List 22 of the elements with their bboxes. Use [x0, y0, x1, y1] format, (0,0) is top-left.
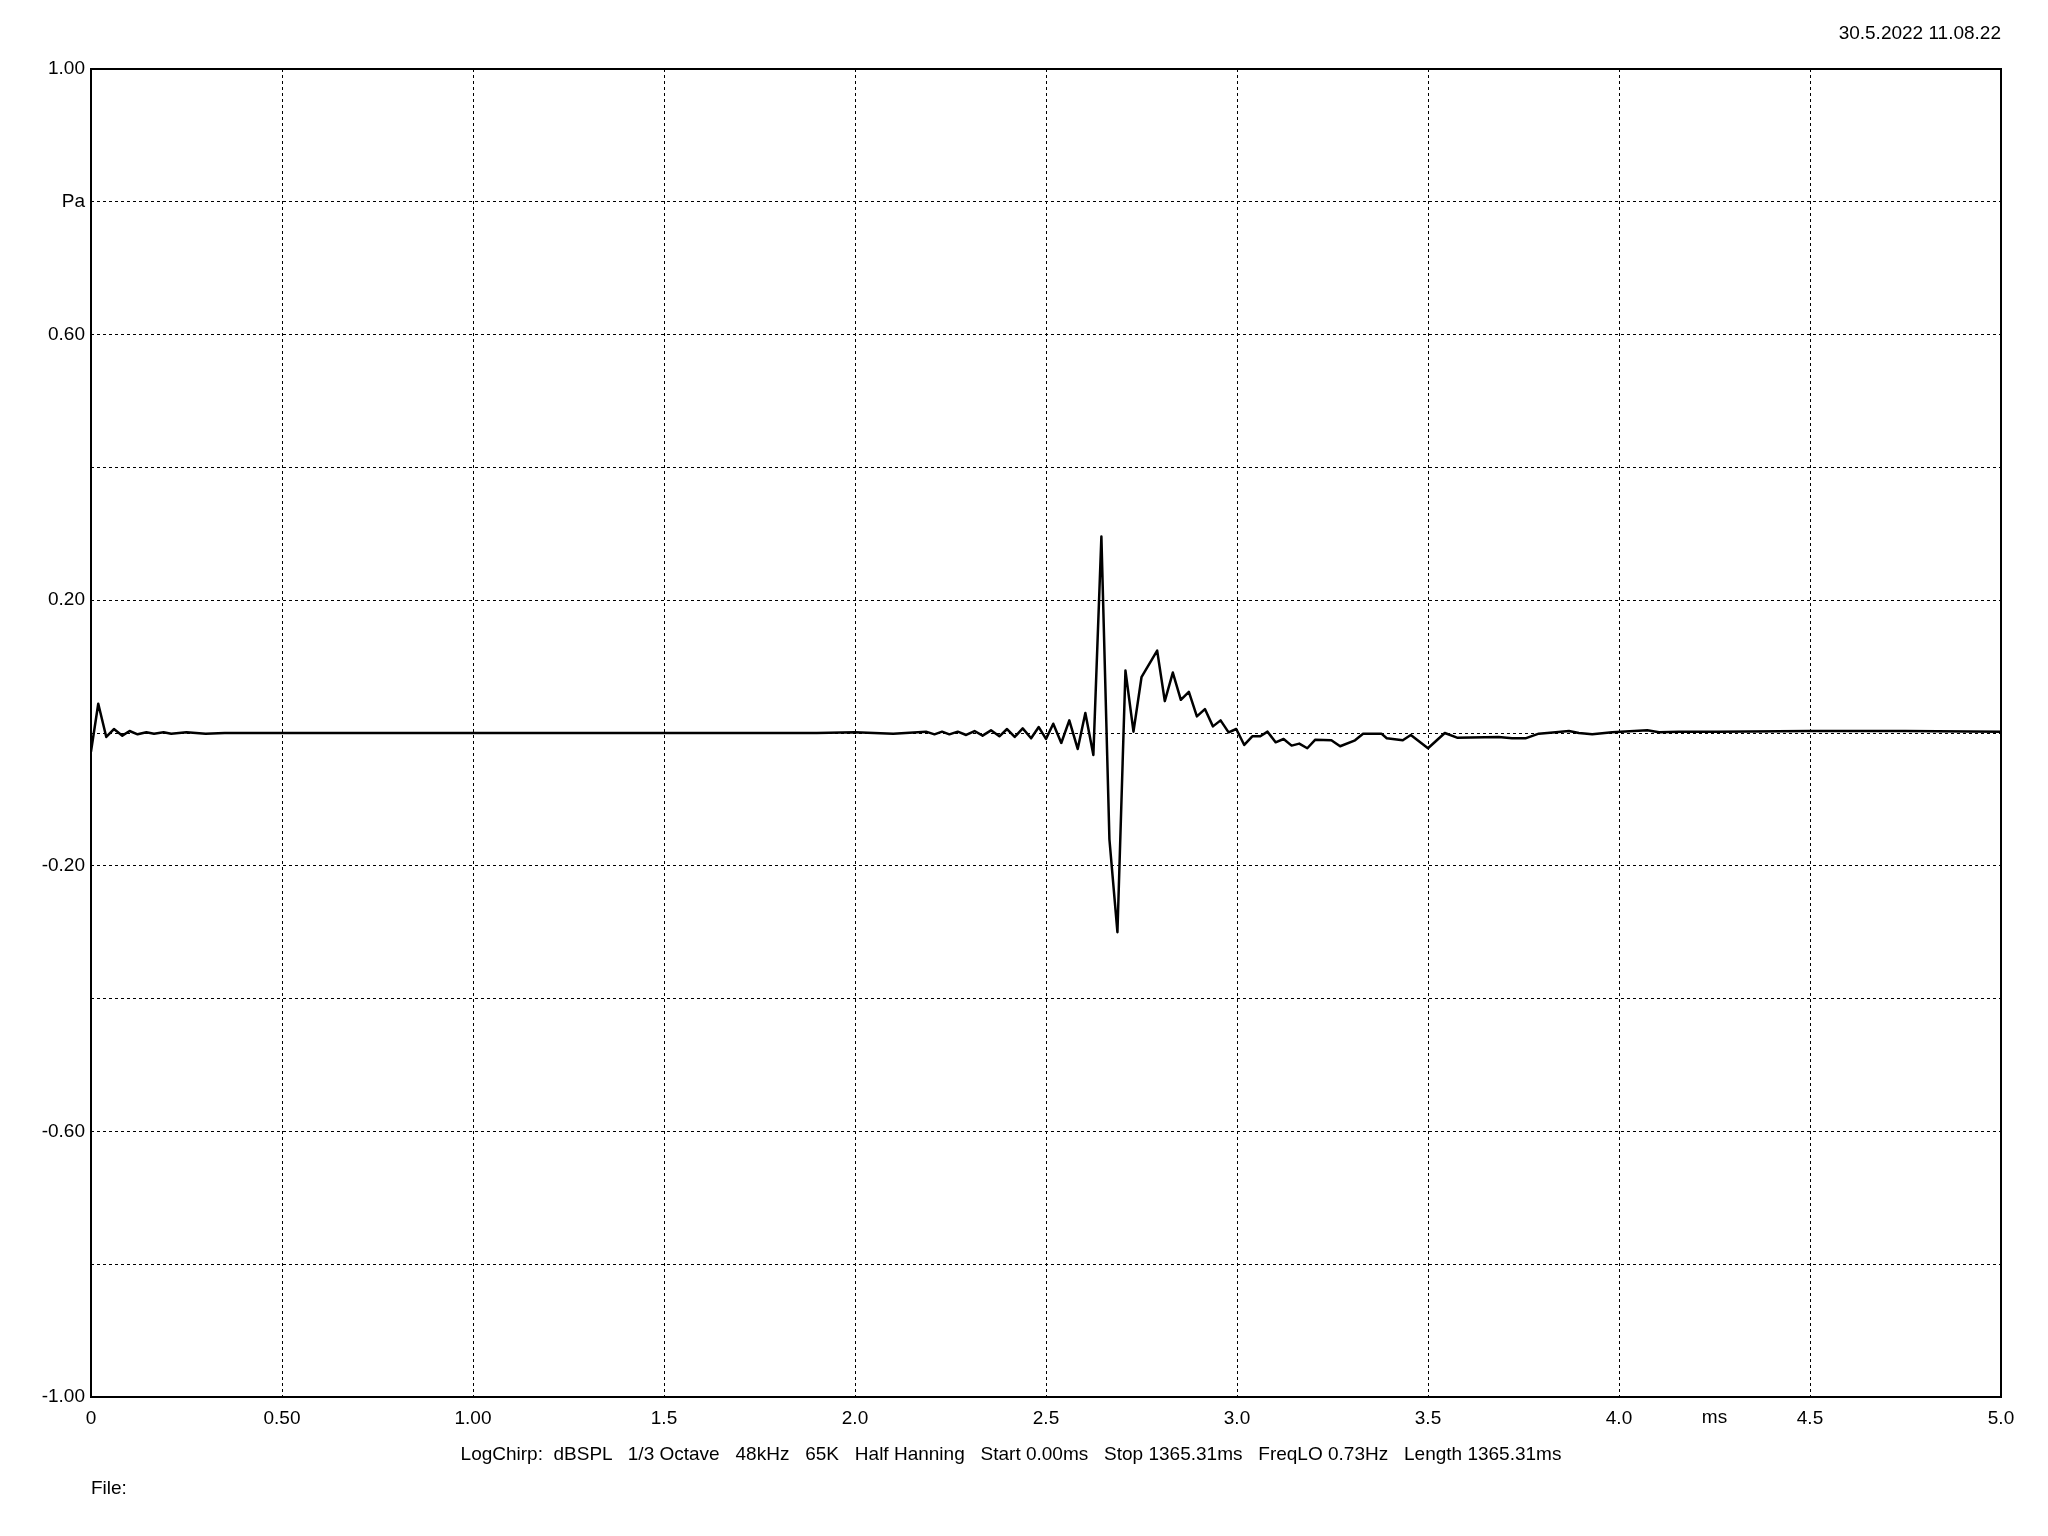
y-axis-title: Pa: [61, 190, 86, 212]
y-tick-label: 0.20: [48, 588, 85, 610]
text: File:: [91, 1477, 127, 1499]
x-tick-label: 0.50: [263, 1406, 301, 1428]
x-tick-label: 0: [85, 1406, 97, 1428]
y-tick-label: -1.00: [41, 1385, 85, 1407]
text: LogChirp: dBSPL 1/3 Octave 48kHz 65K Half Hanning Start 0.00ms Stop 1365.31ms FreqLO 0.73Hz Length 1365.31ms: [460, 1443, 1562, 1465]
x-tick-label: 2.0: [841, 1406, 869, 1428]
y-tick-label: 1.00: [48, 57, 85, 79]
x-tick-label: 4.0: [1605, 1406, 1633, 1428]
x-tick-label: 3.0: [1223, 1406, 1251, 1428]
y-tick-label: 0.60: [48, 322, 85, 344]
text: 30.5.2022 11.08.22: [1838, 22, 2001, 44]
x-tick-label: 5.0: [1987, 1406, 2015, 1428]
x-tick-label: 4.5: [1796, 1406, 1824, 1428]
x-axis-title: ms: [1701, 1405, 1728, 1427]
x-tick-label: 2.5: [1032, 1406, 1060, 1428]
x-tick-label: 1.5: [650, 1406, 678, 1428]
y-tick-label: -0.20: [41, 854, 85, 876]
x-tick-label: 3.5: [1414, 1406, 1442, 1428]
y-tick-label: -0.60: [41, 1119, 85, 1141]
x-tick-label: 1.00: [454, 1406, 492, 1428]
